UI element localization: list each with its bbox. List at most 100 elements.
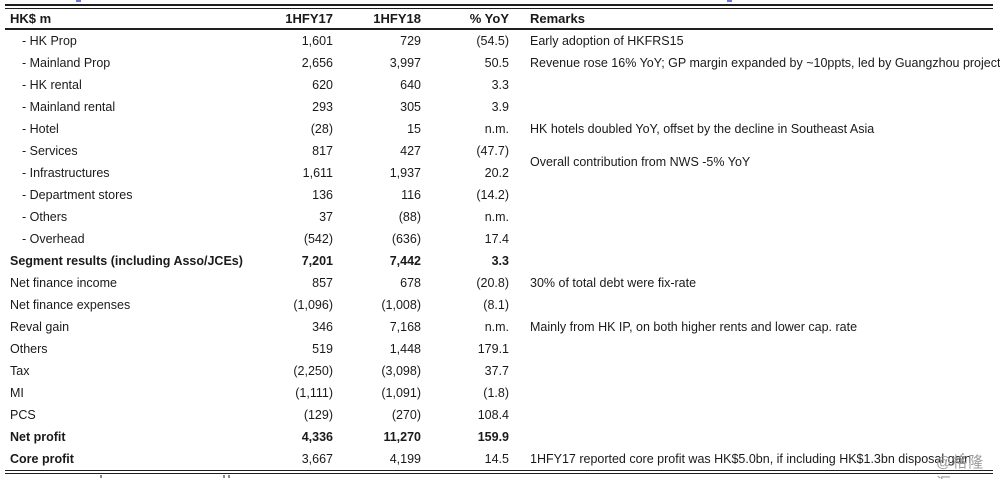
value-yoy: n.m.: [484, 122, 509, 136]
table-row: Core profit 3,667 4,199 14.5 1HFY17 repo…: [5, 448, 993, 470]
value-1hfy17: 1,611: [302, 166, 333, 180]
value-yoy: 14.5: [484, 452, 509, 466]
table-row: MI (1,111) (1,091) (1.8): [5, 382, 993, 404]
cropped-footnote-fragment: [100, 475, 102, 478]
value-1hfy17: 3,667: [301, 452, 333, 466]
value-1hfy17: 7,201: [301, 254, 333, 268]
value-1hfy18: 3,997: [389, 56, 421, 70]
value-yoy: 50.5: [484, 56, 509, 70]
table-row: PCS (129) (270) 108.4: [5, 404, 993, 426]
row-label: - HK rental: [22, 78, 82, 92]
table-header-row: HK$ m 1HFY17 1HFY18 % YoY Remarks: [5, 9, 993, 30]
value-1hfy17: 620: [312, 78, 333, 92]
table-row: Net finance expenses (1,096) (1,008) (8.…: [5, 294, 993, 316]
value-1hfy18: 640: [400, 78, 421, 92]
row-label: MI: [10, 386, 24, 400]
value-yoy: n.m.: [484, 210, 509, 224]
row-label: - HK Prop: [22, 34, 77, 48]
row-label: Net finance income: [10, 276, 118, 290]
table-row: - Department stores 136 116 (14.2): [5, 184, 993, 206]
value-yoy: 179.1: [477, 342, 509, 356]
row-label: - Infrastructures: [22, 166, 110, 180]
row-remark: Overall contribution from NWS -5% YoY: [530, 155, 751, 169]
row-remark: Early adoption of HKFRS15: [530, 34, 684, 48]
value-1hfy17: 857: [312, 276, 333, 290]
value-yoy: (54.5): [476, 34, 509, 48]
value-1hfy17: 293: [312, 100, 333, 114]
column-header-1hfy18: 1HFY18: [373, 11, 421, 26]
table-row: Tax (2,250) (3,098) 37.7: [5, 360, 993, 382]
table-row: - Others 37 (88) n.m.: [5, 206, 993, 228]
row-label: Core profit: [10, 452, 74, 466]
row-label: Tax: [10, 364, 30, 378]
value-1hfy17: 519: [312, 342, 333, 356]
value-1hfy18: 427: [400, 144, 421, 158]
value-yoy: 159.9: [477, 430, 509, 444]
row-label: - Mainland Prop: [22, 56, 111, 70]
value-1hfy17: 4,336: [301, 430, 333, 444]
row-label: Segment results (including Asso/JCEs): [10, 254, 243, 268]
row-remark: Mainly from HK IP, on both higher rents …: [530, 320, 858, 334]
value-1hfy18: 15: [407, 122, 421, 136]
value-yoy: n.m.: [484, 320, 509, 334]
table-row: - Hotel (28) 15 n.m. HK hotels doubled Y…: [5, 118, 993, 140]
value-yoy: (47.7): [476, 144, 509, 158]
column-header-unit: HK$ m: [10, 11, 52, 26]
value-yoy: 17.4: [484, 232, 509, 246]
value-yoy: (8.1): [483, 298, 509, 312]
column-header-remarks: Remarks: [530, 11, 585, 26]
value-1hfy17: 136: [312, 188, 333, 202]
row-label: - Overhead: [22, 232, 85, 246]
table-body: - HK Prop 1,601 729 (54.5) Early adoptio…: [5, 30, 1000, 470]
row-label: - Services: [22, 144, 78, 158]
table-row: Others 519 1,448 179.1: [5, 338, 993, 360]
cropped-footnote-fragment: [223, 475, 225, 478]
value-1hfy18: (3,098): [381, 364, 421, 378]
value-1hfy18: 1,937: [389, 166, 421, 180]
row-remark: HK hotels doubled YoY, offset by the dec…: [530, 122, 875, 136]
value-1hfy17: (2,250): [293, 364, 333, 378]
segment-results-table: HK$ m 1HFY17 1HFY18 % YoY Remarks - HK P…: [5, 4, 1000, 474]
value-yoy: (14.2): [476, 188, 509, 202]
value-1hfy18: 11,270: [383, 430, 421, 444]
value-1hfy18: 7,442: [389, 254, 421, 268]
row-label: - Department stores: [22, 188, 133, 202]
value-1hfy18: 116: [401, 188, 421, 202]
value-1hfy18: (1,008): [381, 298, 421, 312]
row-label: - Others: [22, 210, 68, 224]
row-label: Net finance expenses: [10, 298, 131, 312]
value-yoy: 108.4: [477, 408, 509, 422]
value-yoy: (1.8): [483, 386, 509, 400]
value-1hfy17: (1,111): [295, 386, 333, 400]
cropped-footnote-fragment: [228, 475, 230, 478]
value-yoy: (20.8): [476, 276, 509, 290]
row-label: - Hotel: [22, 122, 59, 136]
table-row: - HK rental 620 640 3.3: [5, 74, 993, 96]
row-label: PCS: [10, 408, 36, 422]
value-1hfy18: (636): [391, 232, 421, 246]
value-1hfy18: 729: [400, 34, 421, 48]
value-1hfy17: (129): [303, 408, 333, 422]
value-yoy: 37.7: [484, 364, 509, 378]
value-yoy: 3.9: [491, 100, 509, 114]
value-1hfy17: (28): [310, 122, 333, 136]
value-1hfy18: 678: [400, 276, 421, 290]
row-label: Net profit: [10, 430, 66, 444]
value-1hfy17: 1,601: [301, 34, 333, 48]
value-1hfy18: (270): [391, 408, 421, 422]
column-header-yoy: % YoY: [469, 11, 509, 26]
value-1hfy18: 4,199: [389, 452, 421, 466]
row-label: Reval gain: [10, 320, 70, 334]
gelonghui-watermark: @格隆汇: [936, 454, 985, 479]
table-row: - Infrastructures 1,611 1,937 20.2: [5, 162, 993, 184]
value-1hfy18: 7,168: [389, 320, 421, 334]
table-bottom-rule: [5, 470, 993, 474]
table-row: Segment results (including Asso/JCEs) 7,…: [5, 250, 993, 272]
value-1hfy18: 1,448: [389, 342, 421, 356]
table-row: - Mainland Prop 2,656 3,997 50.5 Revenue…: [5, 52, 1000, 74]
table-top-rule: [5, 4, 993, 9]
value-yoy: 3.3: [491, 78, 509, 92]
row-label: - Mainland rental: [22, 100, 116, 114]
value-yoy: 20.2: [484, 166, 509, 180]
